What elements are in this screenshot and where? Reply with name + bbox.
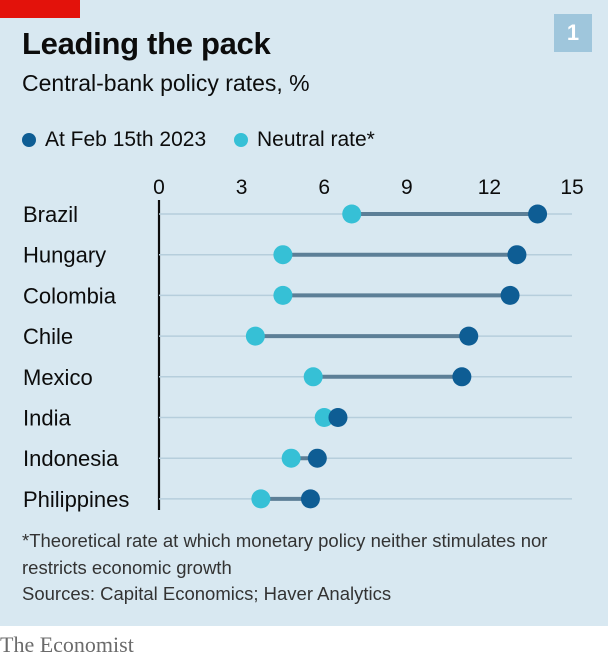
legend-item-current: At Feb 15th 2023	[22, 128, 206, 152]
legend-label-current: At Feb 15th 2023	[45, 128, 207, 151]
neutral-rate-point-brazil	[342, 204, 362, 224]
x-tick-label-15: 15	[560, 176, 583, 199]
neutral-rate-point-chile	[245, 326, 265, 346]
chart-number-badge: 1	[554, 14, 592, 52]
legend: At Feb 15th 2023 Neutral rate*	[22, 128, 397, 153]
x-tick-label-0: 0	[153, 176, 165, 199]
economist-logo: The Economist	[0, 632, 134, 657]
current-rate-point-chile	[459, 326, 479, 346]
x-tick-label-9: 9	[401, 176, 413, 199]
neutral-rate-point-colombia	[273, 285, 293, 305]
current-rate-point-indonesia	[307, 448, 327, 468]
legend-item-neutral: Neutral rate*	[233, 128, 375, 152]
current-rate-point-india	[328, 408, 348, 427]
category-label-chile: Chile	[23, 324, 73, 349]
chart-subtitle: Central-bank policy rates, %	[22, 70, 310, 96]
category-label-philippines: Philippines	[23, 487, 129, 512]
current-rate-point-hungary	[507, 245, 527, 265]
x-tick-label-12: 12	[478, 176, 501, 199]
chart-title: Leading the pack	[22, 26, 271, 61]
chart-panel	[0, 0, 608, 626]
legend-dot-neutral	[233, 133, 248, 147]
category-label-colombia: Colombia	[23, 283, 117, 308]
dumbbell-chart: 0 3 6 9 12 15 Brazil Hungary Colombia Chile Mexico…	[23, 176, 584, 512]
neutral-rate-point-philippines	[251, 489, 271, 509]
current-rate-point-mexico	[452, 367, 472, 387]
footnote: *Theoretical rate at which monetary poli…	[22, 530, 548, 578]
source-note: Sources: Capital Economics; Haver Analyt…	[22, 583, 392, 604]
current-rate-point-colombia	[500, 285, 520, 305]
neutral-rate-point-hungary	[273, 245, 293, 265]
current-rate-point-brazil	[528, 204, 548, 224]
current-rate-point-philippines	[300, 489, 320, 509]
brand-red-tag	[0, 0, 80, 18]
neutral-rate-point-indonesia	[281, 448, 301, 468]
category-label-brazil: Brazil	[23, 202, 78, 227]
neutral-rate-point-india	[314, 408, 334, 427]
category-label-india: India	[23, 406, 71, 431]
x-tick-label-3: 3	[236, 176, 248, 199]
x-tick-label-6: 6	[318, 176, 330, 199]
legend-dot-current	[22, 133, 36, 147]
legend-label-neutral: Neutral rate*	[256, 128, 375, 151]
category-label-indonesia: Indonesia	[23, 446, 119, 471]
category-label-hungary: Hungary	[23, 243, 106, 268]
category-label-mexico: Mexico	[23, 365, 93, 390]
neutral-rate-point-mexico	[303, 367, 323, 387]
